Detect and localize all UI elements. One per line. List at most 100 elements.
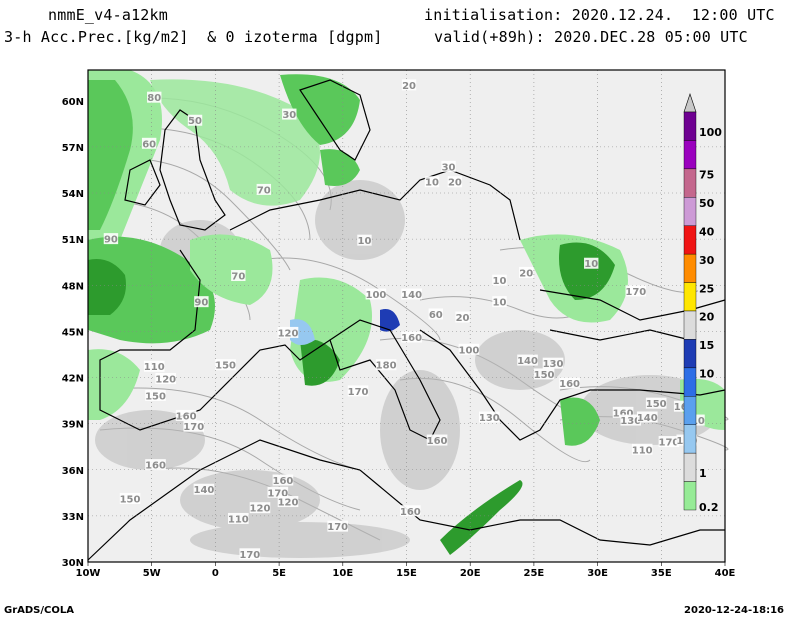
contour-label-bg — [183, 420, 205, 432]
contour-label: 10 — [425, 178, 439, 189]
contour-label: 160 — [145, 461, 166, 472]
contour-label-bg — [458, 343, 480, 355]
lat-tick-label: 60N — [62, 97, 84, 108]
contour-label: 110 — [144, 362, 165, 373]
contour-label-bg — [365, 288, 387, 300]
contour-label: 10 — [493, 298, 507, 309]
precip-area-medium — [280, 74, 360, 145]
lat-tick-label: 42N — [62, 374, 84, 385]
colorbar-label: 10 — [699, 368, 715, 381]
contour-label: 20 — [456, 313, 470, 324]
colorbar-swatch — [683, 168, 697, 198]
lat-tick-label: 33N — [62, 512, 84, 523]
model-name: nmmE_v4-a12km — [48, 6, 168, 24]
contour-label: 150 — [646, 399, 667, 410]
contour-patch — [190, 522, 410, 558]
contour-line — [99, 387, 361, 471]
contour-label-bg — [492, 274, 507, 286]
coast-north-europe — [229, 169, 521, 241]
contour-label-bg — [347, 385, 369, 397]
lon-tick-label: 30E — [587, 568, 608, 579]
contour-label-bg — [277, 496, 299, 508]
contour-label-bg — [228, 512, 249, 524]
contour-label-bg — [447, 176, 463, 188]
contour-label-bg — [215, 359, 236, 371]
contour-label: 120 — [155, 375, 176, 386]
contour-label-bg — [119, 492, 141, 504]
contour-label: 160 — [400, 507, 421, 518]
contour-label: 160 — [613, 408, 634, 419]
contour-label: 30 — [442, 162, 456, 173]
lat-tick-label: 48N — [62, 281, 84, 292]
colorbar-label-bg — [698, 252, 714, 265]
precip-area-light — [190, 234, 273, 305]
contour-label: 60 — [142, 139, 156, 150]
colorbar: 100 75 50 40 30 25 20 15 10 1 0.2 — [683, 93, 722, 514]
contour-label: 160 — [176, 411, 197, 422]
contour-label-bg — [143, 360, 165, 372]
contour-label: 120 — [278, 328, 299, 339]
lat-tick-label: 54N — [62, 189, 84, 200]
contour-label-bg — [492, 296, 507, 308]
lon-tick-label: 40E — [715, 568, 736, 579]
precip-area-heavy — [559, 242, 615, 300]
colorbar-swatch — [683, 367, 697, 397]
colorbar-label-bg — [698, 500, 721, 513]
field-description: 3-h Acc.Prec.[kg/m2] & 0 izoterma [dgpm] — [4, 28, 383, 46]
contour-label: 90 — [104, 235, 118, 246]
colorbar-label: 75 — [699, 169, 714, 182]
contour-label-bg — [327, 520, 349, 532]
precip-area-light — [150, 79, 320, 206]
colorbar-swatch — [683, 197, 697, 226]
footer-timestamp: 2020-12-24-18:16 — [684, 605, 784, 616]
contour-label: 160 — [401, 333, 422, 344]
contour-label-bg — [645, 397, 667, 409]
contour-label-bg — [401, 331, 422, 343]
lat-lon-grid — [87, 70, 726, 566]
contour-patch — [315, 180, 405, 260]
contour-label: 150 — [215, 361, 236, 372]
lat-tick-label: 36N — [62, 466, 84, 477]
lat-tick-label: 57N — [62, 143, 84, 154]
contour-label-bg — [357, 234, 372, 246]
contour-label: 170 — [183, 422, 204, 433]
map-frame — [87, 69, 726, 563]
contour-label-bg — [155, 373, 177, 385]
contour-label-bg — [375, 359, 397, 371]
contour-label-bg — [267, 486, 289, 498]
contour-label-bg — [175, 409, 197, 421]
colorbar-label: 50 — [699, 197, 715, 210]
coast-north-africa — [87, 439, 725, 561]
colorbar-swatch — [683, 481, 697, 511]
lon-tick-label: 10W — [76, 568, 101, 579]
contour-label-bg — [517, 354, 538, 366]
colorbar-label-bg — [698, 195, 714, 208]
contour-label-bg — [187, 114, 203, 126]
contour-label: 170 — [625, 287, 646, 298]
longitude-axis: 10W 5W 0 5E 10E 15E 20E 25E 30E 35E 40E — [76, 568, 736, 579]
latitude-axis: 60N 57N 54N 51N 48N 45N 42N 39N 36N 33N 30N — [62, 97, 84, 569]
contour-label: 130 — [543, 359, 564, 370]
contour-label-bg — [658, 436, 680, 448]
contour-patch — [180, 470, 320, 530]
precipitation-areas — [88, 70, 725, 555]
contour-label: 150 — [534, 370, 555, 381]
contour-label-bg — [441, 160, 456, 172]
contour-label: 10 — [493, 276, 507, 287]
contour-label-bg — [194, 296, 209, 308]
contour-patch — [380, 370, 460, 490]
coast-black-sea — [539, 289, 726, 321]
contour-label-bg — [631, 443, 653, 455]
colorbar-label: 0.2 — [699, 501, 719, 514]
precip-area-heavy — [440, 480, 523, 555]
contour-label-bg — [147, 91, 162, 103]
contour-label: 170 — [659, 438, 680, 449]
colorbar-swatch — [683, 396, 697, 425]
contour-label: 180 — [376, 361, 397, 372]
contour-label: 20 — [448, 178, 462, 189]
lon-tick-label: 10E — [332, 568, 353, 579]
contour-label: 160 — [272, 476, 293, 487]
contour-label-bg — [401, 79, 417, 91]
colorbar-label: 20 — [699, 311, 715, 324]
